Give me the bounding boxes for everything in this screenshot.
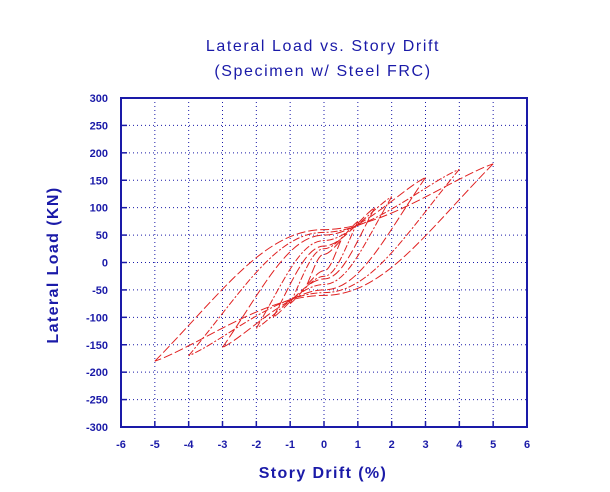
y-tick-label: -250 <box>86 395 108 407</box>
x-tick-label: -4 <box>184 439 195 451</box>
y-axis-label: Lateral Load (KN) <box>45 186 62 343</box>
y-tick-label: 200 <box>90 148 108 160</box>
x-tick-label: 1 <box>355 439 361 451</box>
grid-lines <box>121 98 527 427</box>
hysteresis-loop-unloading-branch <box>272 207 376 318</box>
hysteresis-loop-unloading-branch <box>256 196 393 329</box>
y-tick-label: 100 <box>90 203 108 215</box>
x-axis-label: Story Drift (%) <box>259 465 388 482</box>
hysteresis-loop-unloading-branch <box>222 177 426 348</box>
x-tick-label: -1 <box>285 439 295 451</box>
chart-subtitle: (Specimen w/ Steel FRC) <box>214 63 431 80</box>
y-tick-label: -200 <box>86 367 108 379</box>
y-tick-label: -100 <box>86 312 108 324</box>
hysteresis-loop-unloading-branch <box>154 163 494 362</box>
y-tick-label: 50 <box>96 230 108 242</box>
hysteresis-loop-loading-branch <box>272 207 376 318</box>
chart-title: Lateral Load vs. Story Drift <box>206 38 440 55</box>
hysteresis-loop-loading-branch <box>154 163 494 362</box>
y-tick-label: -50 <box>92 285 108 297</box>
x-tick-label: 2 <box>389 439 395 451</box>
y-tick-label: 0 <box>102 258 108 270</box>
ticks: -6 -5 -4 -3 -2 -1 0 1 2 3 4 5 6 300 250 200 150 100 50 0 -50… <box>86 93 530 451</box>
y-tick-label: -300 <box>86 422 108 434</box>
hysteresis-loop-unloading-branch <box>306 240 342 285</box>
x-tick-label: -6 <box>116 439 126 451</box>
x-tick-label: 5 <box>490 439 496 451</box>
x-tick-label: -5 <box>150 439 160 451</box>
x-tick-label: 4 <box>456 439 463 451</box>
hysteresis-loop-loading-branch <box>255 196 392 329</box>
series-hysteresis <box>154 163 494 362</box>
hysteresis-loop-loading-branch <box>222 177 426 348</box>
x-tick-label: 0 <box>321 439 327 451</box>
x-tick-label: 6 <box>524 439 530 451</box>
y-tick-label: 300 <box>90 93 108 105</box>
y-tick-label: -150 <box>86 340 108 352</box>
hysteresis-loop-unloading-branch <box>188 168 460 357</box>
hysteresis-loop-loading-branch <box>289 220 359 304</box>
hysteresis-loop-loading-branch <box>188 168 460 357</box>
y-tick-label: 150 <box>90 175 108 187</box>
y-tick-label: 250 <box>90 120 108 132</box>
x-tick-label: 3 <box>422 439 428 451</box>
x-tick-label: -2 <box>251 439 261 451</box>
hysteresis-loop-loading-branch <box>306 240 342 285</box>
hysteresis-loop-unloading-branch <box>289 221 359 305</box>
x-tick-label: -3 <box>218 439 228 451</box>
